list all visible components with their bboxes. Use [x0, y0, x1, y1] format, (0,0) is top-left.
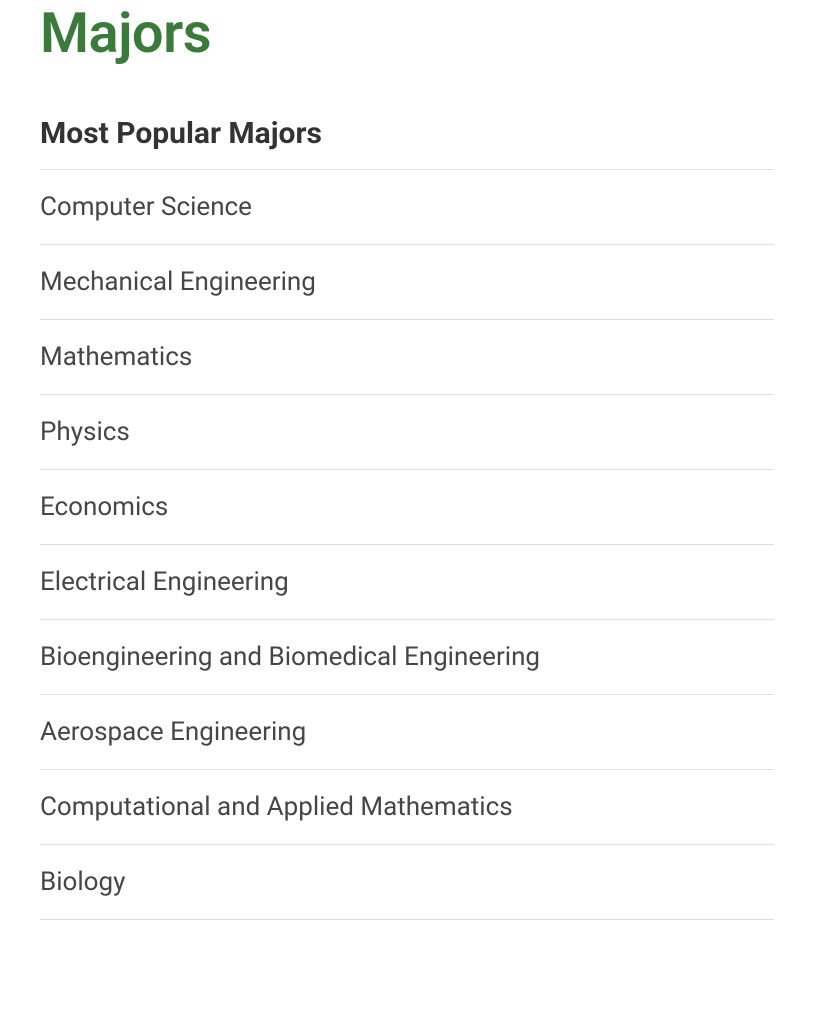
page-title: Majors [40, 0, 774, 66]
list-item[interactable]: Mechanical Engineering [40, 245, 774, 320]
list-item[interactable]: Computer Science [40, 170, 774, 245]
list-item[interactable]: Economics [40, 470, 774, 545]
list-item[interactable]: Computational and Applied Mathematics [40, 770, 774, 845]
list-item[interactable]: Mathematics [40, 320, 774, 395]
majors-list: Computer Science Mechanical Engineering … [40, 169, 774, 920]
list-item[interactable]: Electrical Engineering [40, 545, 774, 620]
section-subtitle: Most Popular Majors [40, 116, 774, 151]
list-item[interactable]: Bioengineering and Biomedical Engineerin… [40, 620, 774, 695]
list-item[interactable]: Biology [40, 845, 774, 920]
list-item[interactable]: Aerospace Engineering [40, 695, 774, 770]
list-item[interactable]: Physics [40, 395, 774, 470]
